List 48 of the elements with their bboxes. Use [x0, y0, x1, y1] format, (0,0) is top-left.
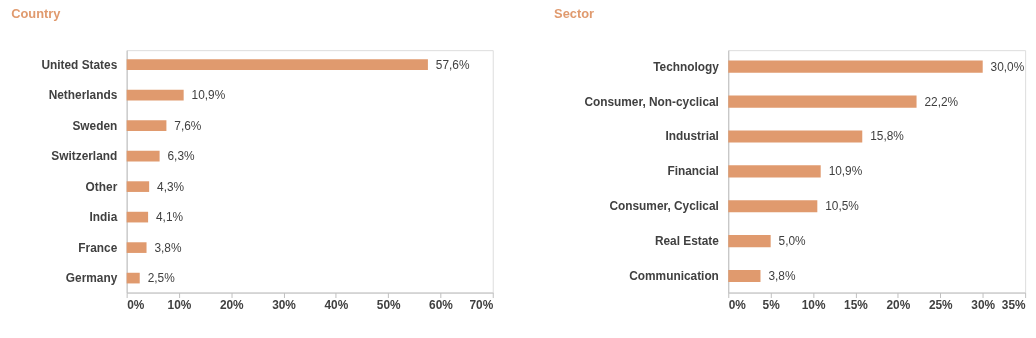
x-tick-label: 70% [469, 297, 494, 312]
x-tick-label: 10% [801, 297, 826, 312]
x-tick-label: 50% [376, 297, 401, 312]
y-tick-label: France [78, 240, 118, 255]
y-tick-label: India [89, 210, 118, 225]
x-tick-label: 5% [762, 297, 781, 312]
x-tick-label: 35% [1001, 297, 1027, 312]
y-tick-label: Technology [653, 59, 720, 74]
text: Sector [554, 5, 595, 21]
data-label: 5,0% [778, 234, 807, 249]
data-label: 7,6% [174, 118, 202, 133]
y-tick-label: Consumer, Cyclical [609, 199, 719, 214]
x-tick-label: 25% [928, 297, 954, 312]
data-label: 30,0% [990, 59, 1025, 74]
data-label: 3,8% [154, 240, 182, 255]
data-label: 10,5% [825, 199, 860, 214]
chart-title: Country [11, 5, 62, 21]
x-tick-label: 30% [971, 297, 996, 312]
y-tick-label: Industrial [665, 129, 719, 144]
y-tick-label: Netherlands [48, 88, 118, 103]
y-tick-label: Real Estate [654, 234, 720, 249]
data-label: 57,6% [435, 57, 470, 72]
x-tick-label: 30% [272, 297, 297, 312]
y-tick-label: Communication [629, 268, 719, 283]
x-tick-label: 0% [728, 297, 747, 312]
x-tick-label: 10% [167, 297, 192, 312]
y-tick-label: Financial [667, 164, 719, 179]
x-tick-label: 60% [429, 297, 454, 312]
y-tick-label: Germany [65, 271, 118, 286]
x-tick-label: 15% [844, 297, 869, 312]
data-label: 2,5% [147, 271, 176, 286]
x-tick-label: 0% [127, 297, 145, 312]
x-tick-label: 20% [886, 297, 911, 312]
y-tick-label: Other [85, 179, 118, 194]
y-tick-label: Switzerland [51, 149, 118, 164]
y-tick-label: Consumer, Non-cyclical [584, 94, 719, 109]
data-label: 6,3% [167, 149, 196, 164]
data-label: 10,9% [828, 164, 863, 179]
data-label: 4,3% [157, 179, 185, 194]
x-tick-label: 40% [324, 297, 349, 312]
data-label: 15,8% [870, 129, 905, 144]
y-tick-label: United States [41, 57, 118, 72]
data-label: 3,8% [768, 268, 796, 283]
data-label: 22,2% [924, 94, 959, 109]
y-tick-label: Sweden [72, 118, 118, 133]
x-tick-label: 20% [219, 297, 245, 312]
data-label: 4,1% [156, 210, 184, 225]
data-label: 10,9% [191, 88, 226, 103]
